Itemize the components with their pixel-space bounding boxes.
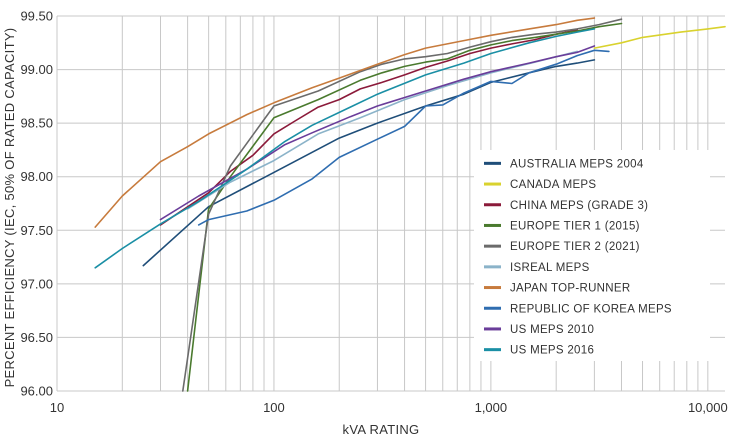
legend-label-japan-top-runner: JAPAN TOP-RUNNER: [510, 283, 630, 295]
y-tick-label: 98.50: [20, 116, 53, 131]
legend-label-republic-of-korea-meps: REPUBLIC OF KOREA MEPS: [510, 303, 672, 315]
legend-swatch-japan-top-runner: [484, 286, 501, 290]
y-tick-label: 96.00: [20, 384, 53, 399]
legend-swatch-canada-meps: [484, 182, 501, 186]
series-line-europe-tier-2-2021: [182, 18, 623, 392]
series-lines: [94, 17, 726, 392]
series-line-us-meps-2016: [94, 28, 596, 269]
y-tick-label: 99.50: [20, 9, 53, 24]
series-line-china-meps-grade-3: [159, 29, 579, 226]
legend-label-us-meps-2016: US MEPS 2016: [510, 345, 594, 357]
y-tick-label: 97.50: [20, 223, 53, 238]
legend-swatch-australia-meps-2004: [484, 161, 501, 165]
y-tick-label: 96.50: [20, 330, 53, 345]
x-tick-label: 1,000: [475, 400, 508, 415]
legend: AUSTRALIA MEPS 2004 CANADA MEPS CHINA MEPS…: [474, 150, 710, 361]
legend-swatch-us-meps-2016: [484, 348, 501, 352]
legend-swatch-us-meps-2010: [484, 327, 501, 331]
legend-label-europe-tier-1-2015: EUROPE TIER 1 (2015): [510, 220, 640, 232]
y-axis-title: PERCENT EFFICIENCY (IEC, 50% OF RATED CA…: [2, 28, 17, 388]
series-line-canada-meps: [593, 25, 726, 49]
legend-swatch-isreal-meps: [484, 265, 501, 269]
series-line-japan-top-runner: [94, 17, 596, 228]
x-axis-title: kVA RATING: [343, 422, 420, 437]
y-tick-label: 99.00: [20, 62, 53, 77]
series-line-republic-of-korea-meps: [197, 49, 610, 226]
series-line-europe-tier-1-2015: [186, 22, 623, 392]
legend-swatch-republic-of-korea-meps: [484, 306, 501, 310]
legend-swatch-europe-tier-1-2015: [484, 223, 501, 227]
y-tick-label: 97.00: [20, 276, 53, 291]
x-tick-label: 10: [50, 400, 64, 415]
y-tick-label: 98.00: [20, 169, 53, 184]
legend-label-us-meps-2010: US MEPS 2010: [510, 324, 594, 336]
legend-label-australia-meps-2004: AUSTRALIA MEPS 2004: [510, 158, 644, 170]
x-tick-label: 10,000: [688, 400, 728, 415]
series-line-australia-meps-2004: [142, 59, 596, 267]
legend-swatch-europe-tier-2-2021: [484, 244, 501, 248]
x-tick-labels: 10 100 1,000 10,000: [50, 400, 728, 415]
x-tick-label: 100: [263, 400, 285, 415]
legend-swatch-china-meps-grade-3: [484, 203, 501, 207]
y-tick-labels: 96.00 96.50 97.00 97.50 98.00 98.50 99.00 99.50: [20, 9, 53, 399]
legend-background: [474, 150, 710, 361]
legend-label-isreal-meps: ISREAL MEPS: [510, 262, 590, 274]
legend-label-china-meps-grade-3: CHINA MEPS (GRADE 3): [510, 200, 648, 212]
legend-label-europe-tier-2-2021: EUROPE TIER 2 (2021): [510, 241, 640, 253]
legend-label-canada-meps: CANADA MEPS: [510, 179, 596, 191]
